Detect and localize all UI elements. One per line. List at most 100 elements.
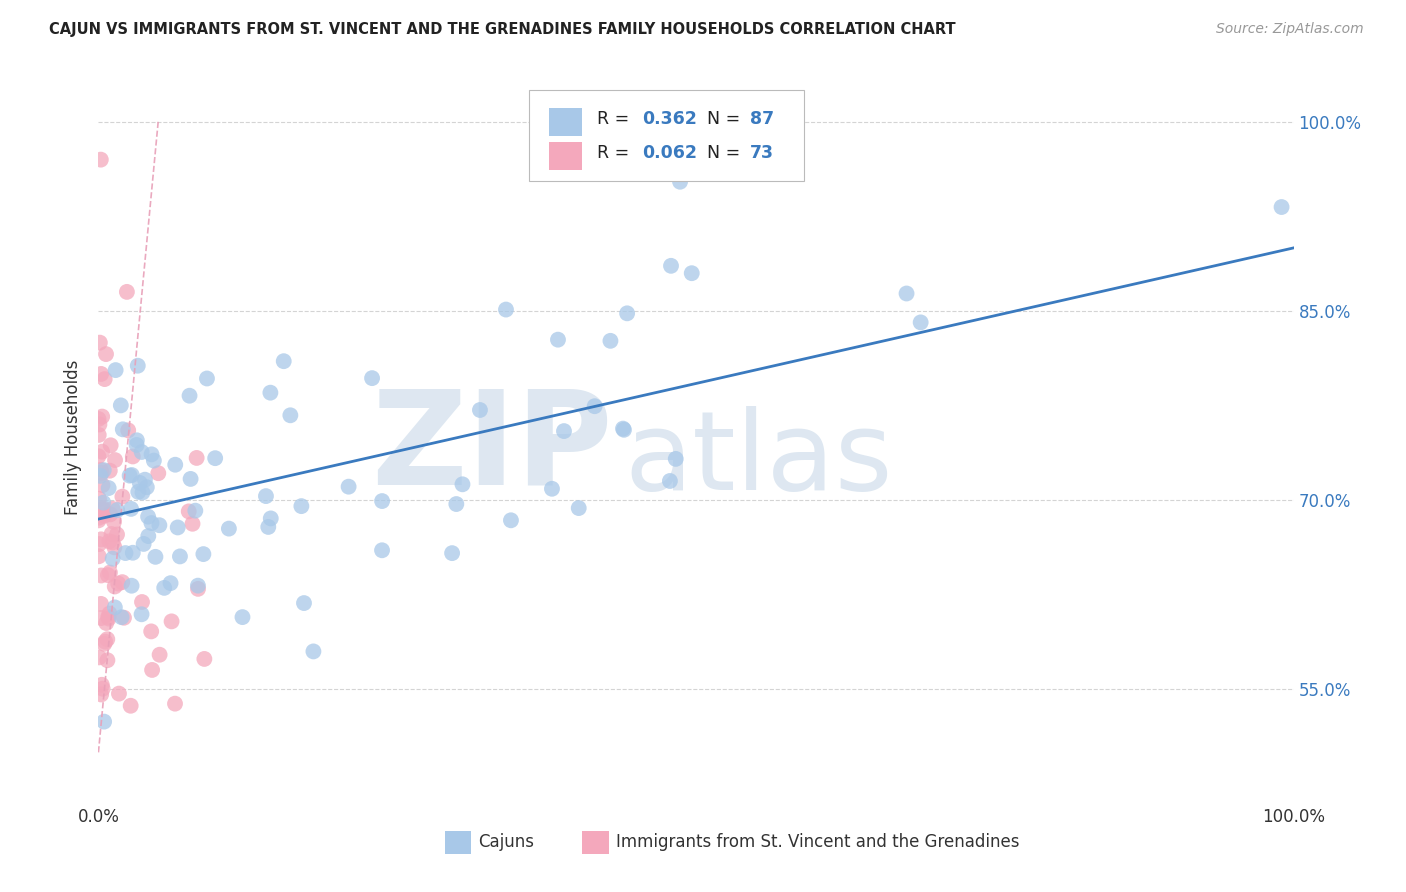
Point <box>141 447 163 461</box>
Point <box>90 678 112 692</box>
Point <box>165 458 187 472</box>
Point <box>111 575 134 590</box>
Point <box>612 422 634 436</box>
Point <box>541 482 564 496</box>
Point <box>87 513 110 527</box>
Point <box>110 610 132 624</box>
Point <box>93 637 115 651</box>
Point <box>91 503 114 517</box>
Point <box>583 399 606 413</box>
Point <box>658 474 681 488</box>
Point <box>87 491 110 506</box>
Point <box>105 503 128 517</box>
Text: ZIP: ZIP <box>371 384 613 511</box>
Point <box>553 424 575 438</box>
Text: 73: 73 <box>749 145 773 162</box>
Point <box>134 473 156 487</box>
Point <box>101 501 124 516</box>
Point <box>121 546 143 560</box>
Point <box>107 576 129 591</box>
Point <box>120 502 142 516</box>
Point <box>145 549 167 564</box>
Point <box>896 286 918 301</box>
Point <box>273 354 295 368</box>
Point <box>441 546 464 560</box>
Point <box>93 372 115 386</box>
FancyBboxPatch shape <box>548 108 582 136</box>
Point <box>131 445 153 459</box>
Point <box>87 428 110 442</box>
Point <box>1271 200 1294 214</box>
Point <box>115 285 138 299</box>
Point <box>371 494 394 508</box>
Point <box>568 501 591 516</box>
Point <box>90 597 112 611</box>
Point <box>169 549 191 564</box>
Point <box>93 714 115 729</box>
Point <box>112 611 135 625</box>
Point <box>292 596 315 610</box>
Point <box>280 409 302 423</box>
Point <box>121 450 143 464</box>
Point <box>91 501 114 516</box>
Point <box>669 175 692 189</box>
Point <box>91 409 114 424</box>
Point <box>89 537 111 551</box>
Point <box>91 496 114 510</box>
Point <box>131 485 153 500</box>
Point <box>90 611 112 625</box>
Point <box>87 549 110 564</box>
Point <box>104 453 127 467</box>
Point <box>131 595 153 609</box>
Point <box>121 468 143 483</box>
Point <box>103 541 125 555</box>
Point <box>468 403 491 417</box>
Point <box>260 511 283 525</box>
Point <box>141 624 163 639</box>
Point <box>103 515 125 529</box>
Text: N =: N = <box>707 110 745 128</box>
Text: atlas: atlas <box>624 406 893 513</box>
Point <box>231 610 253 624</box>
Point <box>125 438 148 452</box>
Point <box>101 551 124 566</box>
Point <box>90 153 112 167</box>
Point <box>89 335 111 350</box>
Point <box>90 463 112 477</box>
Point <box>254 489 277 503</box>
Point <box>499 513 522 527</box>
FancyBboxPatch shape <box>582 830 609 854</box>
Point <box>910 315 932 329</box>
Point <box>93 508 115 523</box>
Point <box>90 466 112 480</box>
Point <box>101 535 124 549</box>
FancyBboxPatch shape <box>548 143 582 170</box>
Point <box>179 389 201 403</box>
Point <box>665 451 688 466</box>
Point <box>98 566 121 580</box>
Point <box>121 579 143 593</box>
Point <box>96 632 118 647</box>
Point <box>181 516 204 531</box>
Point <box>90 533 112 547</box>
Text: 87: 87 <box>749 110 773 128</box>
Point <box>141 516 163 530</box>
Point <box>120 698 142 713</box>
Point <box>89 468 111 483</box>
Point <box>108 687 131 701</box>
Point <box>446 497 468 511</box>
Point <box>111 422 134 436</box>
Point <box>193 547 215 561</box>
Point <box>98 464 121 478</box>
Text: Immigrants from St. Vincent and the Grenadines: Immigrants from St. Vincent and the Gren… <box>616 833 1019 851</box>
Point <box>681 266 703 280</box>
Text: 0.362: 0.362 <box>643 110 697 128</box>
Point <box>302 644 325 658</box>
Point <box>97 610 120 624</box>
Point <box>495 302 517 317</box>
Point <box>136 529 159 543</box>
Point <box>259 385 281 400</box>
Point <box>135 480 157 494</box>
Point <box>616 306 638 320</box>
Point <box>90 367 112 381</box>
